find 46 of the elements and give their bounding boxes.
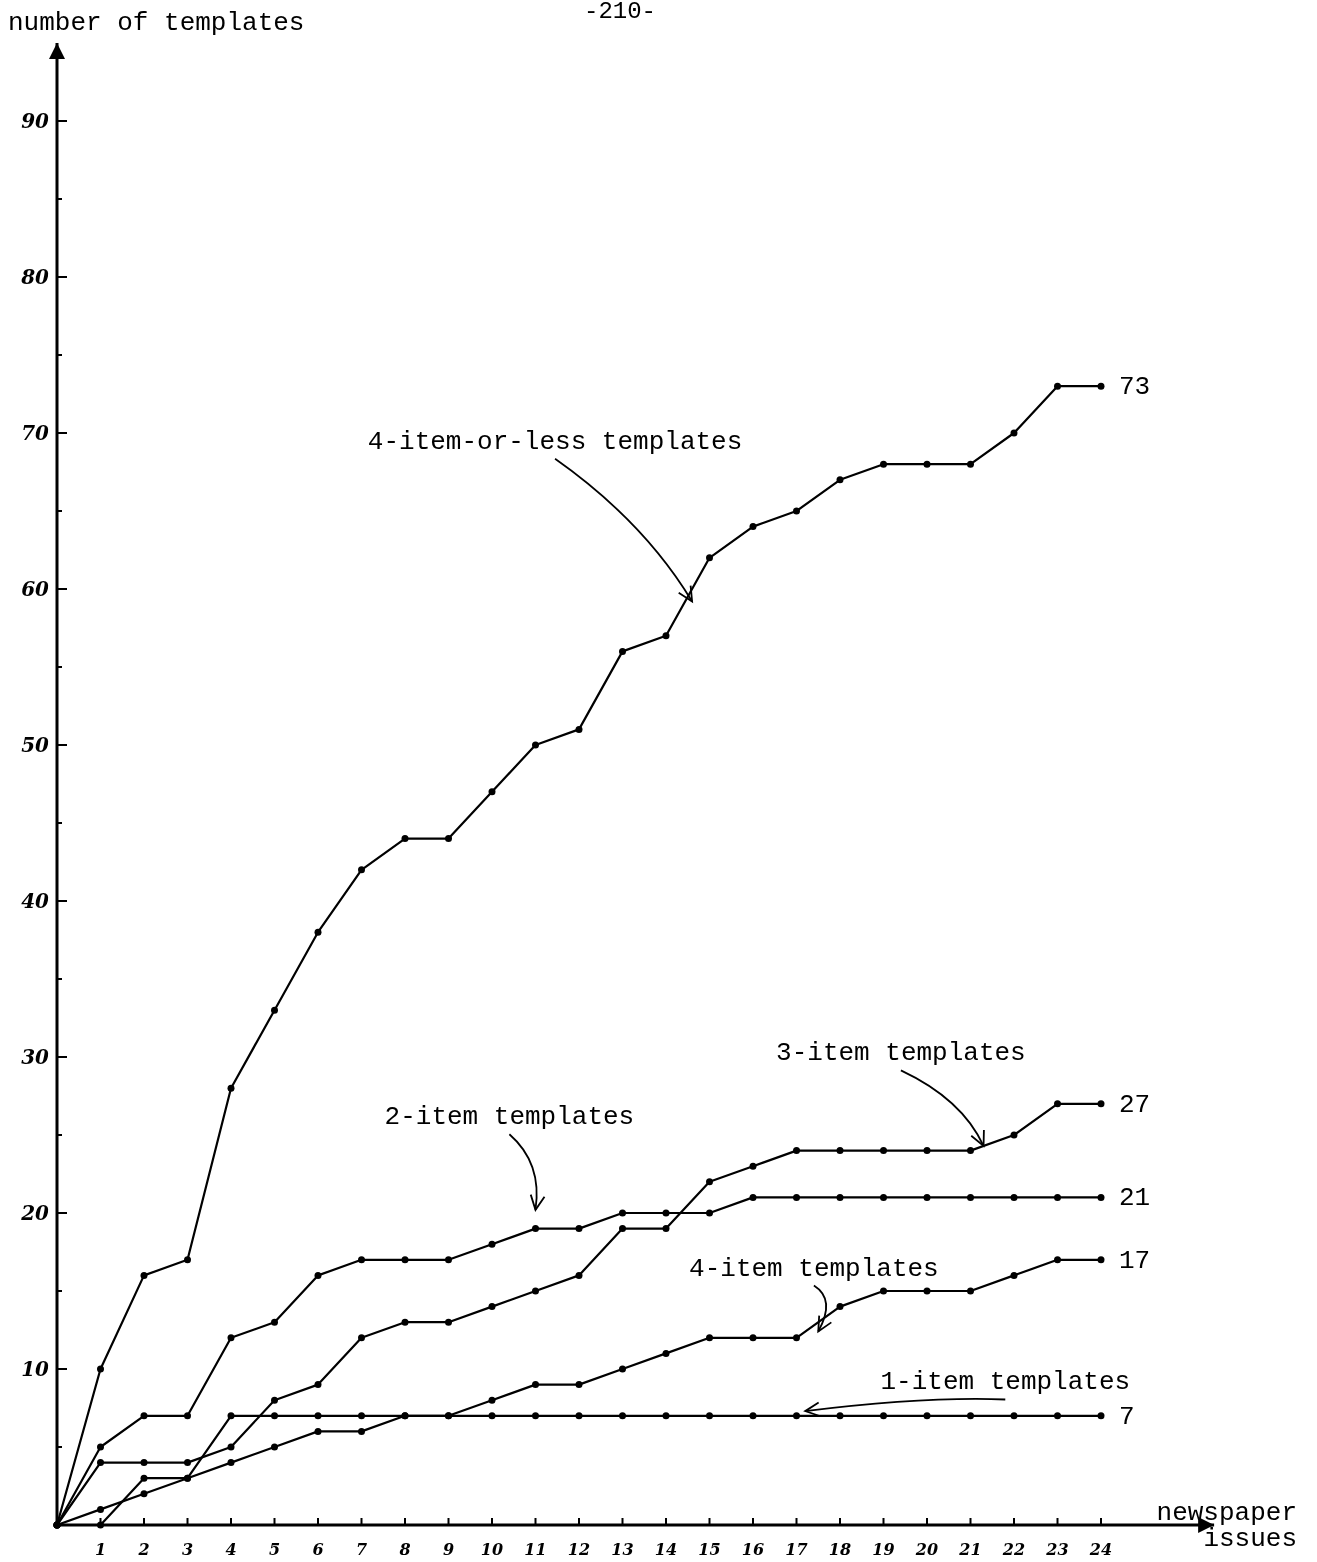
data-label: 21 (1119, 1183, 1151, 1214)
y-tick-label: 10 (21, 1357, 50, 1381)
y-axis-title: number of templates (8, 8, 305, 38)
x-tick-label: 21 (958, 1540, 982, 1559)
x-tick-label: 18 (828, 1540, 852, 1559)
x-tick-label: 14 (654, 1540, 678, 1559)
y-tick-label: 40 (21, 889, 50, 913)
x-tick-label: 4 (225, 1540, 237, 1559)
x-tick-label: 6 (312, 1540, 324, 1559)
x-tick-label: 3 (181, 1540, 194, 1559)
x-tick-label: 7 (355, 1540, 368, 1559)
y-tick-label: 20 (20, 1201, 50, 1225)
y-tick-label: 60 (21, 577, 50, 601)
text: 2-item templates (384, 1102, 635, 1133)
x-tick-label: 5 (268, 1540, 281, 1559)
x-tick-label: 16 (741, 1540, 765, 1559)
y-tick-label: 70 (21, 421, 50, 445)
data-label: 17 (1119, 1245, 1151, 1276)
data-label: 73 (1119, 372, 1151, 403)
x-tick-label: 2 (137, 1540, 150, 1559)
x-tick-label: 10 (480, 1540, 504, 1559)
x-tick-label: 22 (1001, 1540, 1026, 1559)
y-tick-label: 50 (21, 733, 50, 757)
x-tick-label: 23 (1045, 1540, 1069, 1559)
y-tick-label: 30 (21, 1045, 50, 1069)
x-tick-label: 12 (567, 1540, 591, 1559)
y-tick-label: 80 (20, 265, 50, 289)
y-tick-label: 90 (21, 109, 50, 133)
text: 4-item-or-less templates (367, 426, 743, 457)
x-tick-label: 19 (872, 1540, 895, 1559)
x-tick-label: 15 (698, 1540, 721, 1559)
series-label: 3-item templates (776, 1038, 1026, 1069)
data-label: 27 (1119, 1089, 1151, 1120)
x-axis-title: newspaper issues (1156, 1498, 1297, 1554)
x-tick-label: 13 (611, 1540, 634, 1559)
x-tick-label: 17 (785, 1540, 808, 1559)
text: -210- (583, 0, 657, 25)
series-label: 1-item templates (880, 1367, 1131, 1398)
x-tick-label: 24 (1088, 1540, 1113, 1559)
x-tick-label: 1 (94, 1540, 107, 1559)
data-label: 7 (1119, 1401, 1135, 1432)
x-tick-label: 11 (524, 1540, 547, 1559)
series-label: 4-item templates (689, 1253, 939, 1284)
x-tick-label: 9 (442, 1540, 455, 1559)
x-tick-label: 20 (914, 1540, 939, 1559)
x-tick-label: 8 (398, 1540, 411, 1559)
